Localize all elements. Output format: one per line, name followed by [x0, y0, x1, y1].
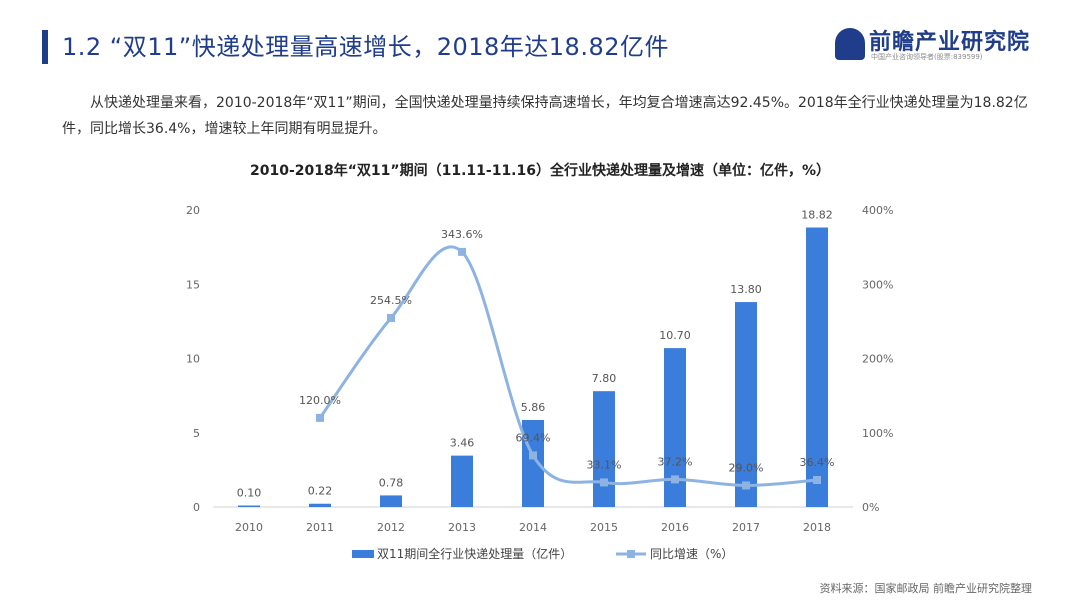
bar-data-label: 5.86: [521, 401, 546, 414]
growth-data-label: 36.4%: [800, 456, 835, 469]
bar-data-label: 0.78: [379, 476, 404, 489]
bar: [309, 503, 331, 507]
x-axis-tick: 2013: [448, 521, 476, 534]
growth-point: [813, 475, 821, 484]
bar: [806, 227, 828, 507]
growth-data-label: 33.1%: [587, 458, 622, 471]
logo-icon: [835, 28, 865, 60]
bar-data-label: 3.46: [450, 437, 475, 450]
legend-line-label: 同比增速（%）: [650, 547, 733, 561]
growth-point: [600, 478, 608, 487]
legend-bar-swatch: [352, 550, 374, 558]
legend-line-marker: [627, 550, 635, 558]
bar-data-label: 0.10: [237, 487, 262, 500]
x-axis-tick: 2018: [803, 521, 831, 534]
x-axis-tick: 2015: [590, 521, 618, 534]
growth-point: [458, 247, 466, 256]
right-axis-tick: 0%: [862, 501, 879, 514]
growth-point: [529, 451, 537, 460]
growth-data-label: 69.4%: [516, 431, 551, 444]
growth-data-label: 343.6%: [441, 228, 483, 241]
growth-data-label: 120.0%: [299, 394, 341, 407]
left-axis-tick: 5: [193, 427, 200, 440]
legend-bar-label: 双11期间全行业快递处理量（亿件）: [377, 546, 572, 561]
chart-title: 2010-2018年“双11”期间（11.11-11.16）全行业快递处理量及增…: [249, 163, 831, 179]
bar-data-label: 10.70: [659, 329, 691, 342]
source-note: 资料来源：国家邮政局 前瞻产业研究院整理: [819, 582, 1033, 595]
right-axis-tick: 400%: [862, 204, 893, 217]
right-axis-tick: 200%: [862, 353, 893, 366]
left-axis-tick: 0: [193, 501, 200, 514]
intro-paragraph: 从快递处理量来看，2010-2018年“双11”期间，全国快递处理量持续保持高速…: [62, 95, 1028, 137]
right-axis-tick: 300%: [862, 278, 893, 291]
bar: [451, 455, 473, 507]
x-axis-tick: 2014: [519, 521, 547, 534]
growth-point: [742, 481, 750, 490]
growth-data-label: 29.0%: [729, 461, 764, 474]
left-axis-tick: 20: [186, 204, 200, 217]
x-axis-tick: 2012: [377, 521, 405, 534]
left-axis-tick: 10: [186, 353, 200, 366]
bar-data-label: 0.22: [308, 485, 333, 498]
x-axis-tick: 2016: [661, 521, 689, 534]
right-axis-tick: 100%: [862, 427, 893, 440]
growth-point: [671, 475, 679, 484]
page-title: 1.2 “双11”快递处理量高速增长，2018年达18.82亿件: [62, 33, 669, 61]
x-axis-tick: 2017: [732, 521, 760, 534]
bar: [380, 495, 402, 507]
logo-name: 前瞻产业研究院: [869, 30, 1031, 55]
x-axis-tick: 2010: [235, 521, 263, 534]
title-accent-bar: [42, 30, 48, 64]
logo: 前瞻产业研究院 中国产业咨询领导者(股票:839599): [835, 24, 1045, 68]
bar: [735, 302, 757, 507]
growth-data-label: 254.5%: [370, 294, 412, 307]
bar: [664, 348, 686, 507]
bar-data-label: 13.80: [730, 283, 762, 296]
bar-data-label: 7.80: [592, 372, 617, 385]
growth-point: [387, 314, 395, 323]
x-axis-tick: 2011: [306, 521, 334, 534]
growth-data-label: 37.2%: [658, 455, 693, 468]
bar: [238, 505, 260, 507]
logo-tagline: 中国产业咨询领导者(股票:839599): [871, 53, 983, 61]
bar-data-label: 18.82: [801, 209, 833, 222]
bar: [593, 391, 615, 507]
growth-point: [316, 413, 324, 422]
left-axis-tick: 15: [186, 278, 200, 291]
